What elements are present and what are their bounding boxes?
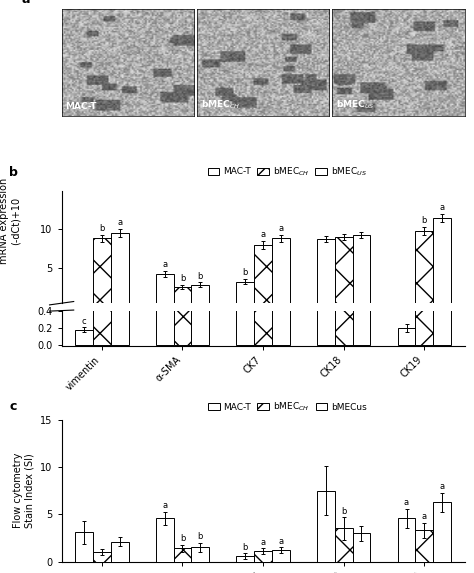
Text: b: b <box>243 543 248 552</box>
Bar <box>75 330 93 345</box>
Bar <box>93 0 111 345</box>
Bar <box>254 551 272 562</box>
Bar <box>254 245 272 307</box>
Bar <box>111 0 128 345</box>
Text: b: b <box>198 532 203 541</box>
Bar <box>191 547 209 562</box>
Bar <box>272 238 290 307</box>
Bar <box>415 231 433 307</box>
Bar <box>415 0 433 345</box>
Text: b: b <box>180 274 185 283</box>
Text: b: b <box>9 166 18 179</box>
Bar <box>254 0 272 345</box>
Text: a: a <box>404 499 409 507</box>
Bar <box>173 287 191 307</box>
Text: a: a <box>439 482 445 491</box>
Bar <box>93 238 111 307</box>
Bar <box>237 556 254 562</box>
Bar <box>353 236 370 307</box>
Y-axis label: Flow cytometry
Stain Index (SI): Flow cytometry Stain Index (SI) <box>13 453 35 528</box>
Bar <box>237 77 254 345</box>
Text: a: a <box>21 0 30 6</box>
Bar <box>353 0 370 345</box>
Bar <box>93 552 111 562</box>
Text: c: c <box>82 317 86 327</box>
Text: a: a <box>261 230 265 239</box>
Bar <box>433 218 451 307</box>
Text: bMEC$_{CH}$: bMEC$_{CH}$ <box>201 99 240 111</box>
Bar <box>237 282 254 307</box>
Text: b: b <box>341 507 346 516</box>
Bar <box>111 233 128 307</box>
Text: b: b <box>180 534 185 543</box>
Text: b: b <box>243 268 248 277</box>
Text: c: c <box>9 400 17 413</box>
Bar <box>156 274 173 307</box>
Bar <box>433 502 451 562</box>
Text: a: a <box>278 223 283 233</box>
Text: b: b <box>198 272 203 281</box>
Text: b: b <box>99 223 105 233</box>
Bar <box>156 0 173 345</box>
Text: mRNA expression
(-dCt)+10: mRNA expression (-dCt)+10 <box>0 178 20 264</box>
Text: a: a <box>162 260 167 269</box>
Bar <box>272 550 290 562</box>
Bar <box>335 0 353 345</box>
Bar <box>75 305 93 307</box>
Bar <box>335 237 353 307</box>
Bar <box>111 541 128 562</box>
Text: a: a <box>117 218 122 227</box>
Bar <box>173 136 191 345</box>
Bar <box>173 548 191 562</box>
Text: a: a <box>439 203 445 212</box>
Text: a: a <box>422 512 427 521</box>
Bar <box>272 0 290 345</box>
Bar <box>75 532 93 562</box>
Legend: MAC-T, bMEC$_{CH}$, bMECus: MAC-T, bMEC$_{CH}$, bMECus <box>206 399 368 415</box>
Text: b: b <box>421 216 427 225</box>
Bar <box>317 490 335 562</box>
Bar <box>398 305 415 307</box>
Bar <box>353 533 370 562</box>
Bar <box>317 240 335 307</box>
Bar <box>335 528 353 562</box>
Bar <box>317 0 335 345</box>
Text: MAC-T: MAC-T <box>65 102 97 111</box>
Bar <box>398 328 415 345</box>
Bar <box>398 518 415 562</box>
Bar <box>191 285 209 307</box>
Text: a: a <box>162 501 167 510</box>
Bar <box>433 0 451 345</box>
Bar <box>156 518 173 562</box>
Legend: MAC-T, bMEC$_{CH}$, bMEC$_{US}$: MAC-T, bMEC$_{CH}$, bMEC$_{US}$ <box>206 164 369 180</box>
Bar <box>415 531 433 562</box>
Bar <box>191 111 209 345</box>
Text: bMEC$_{US}$: bMEC$_{US}$ <box>336 99 374 111</box>
Text: a: a <box>261 538 265 547</box>
Text: a: a <box>278 537 283 546</box>
